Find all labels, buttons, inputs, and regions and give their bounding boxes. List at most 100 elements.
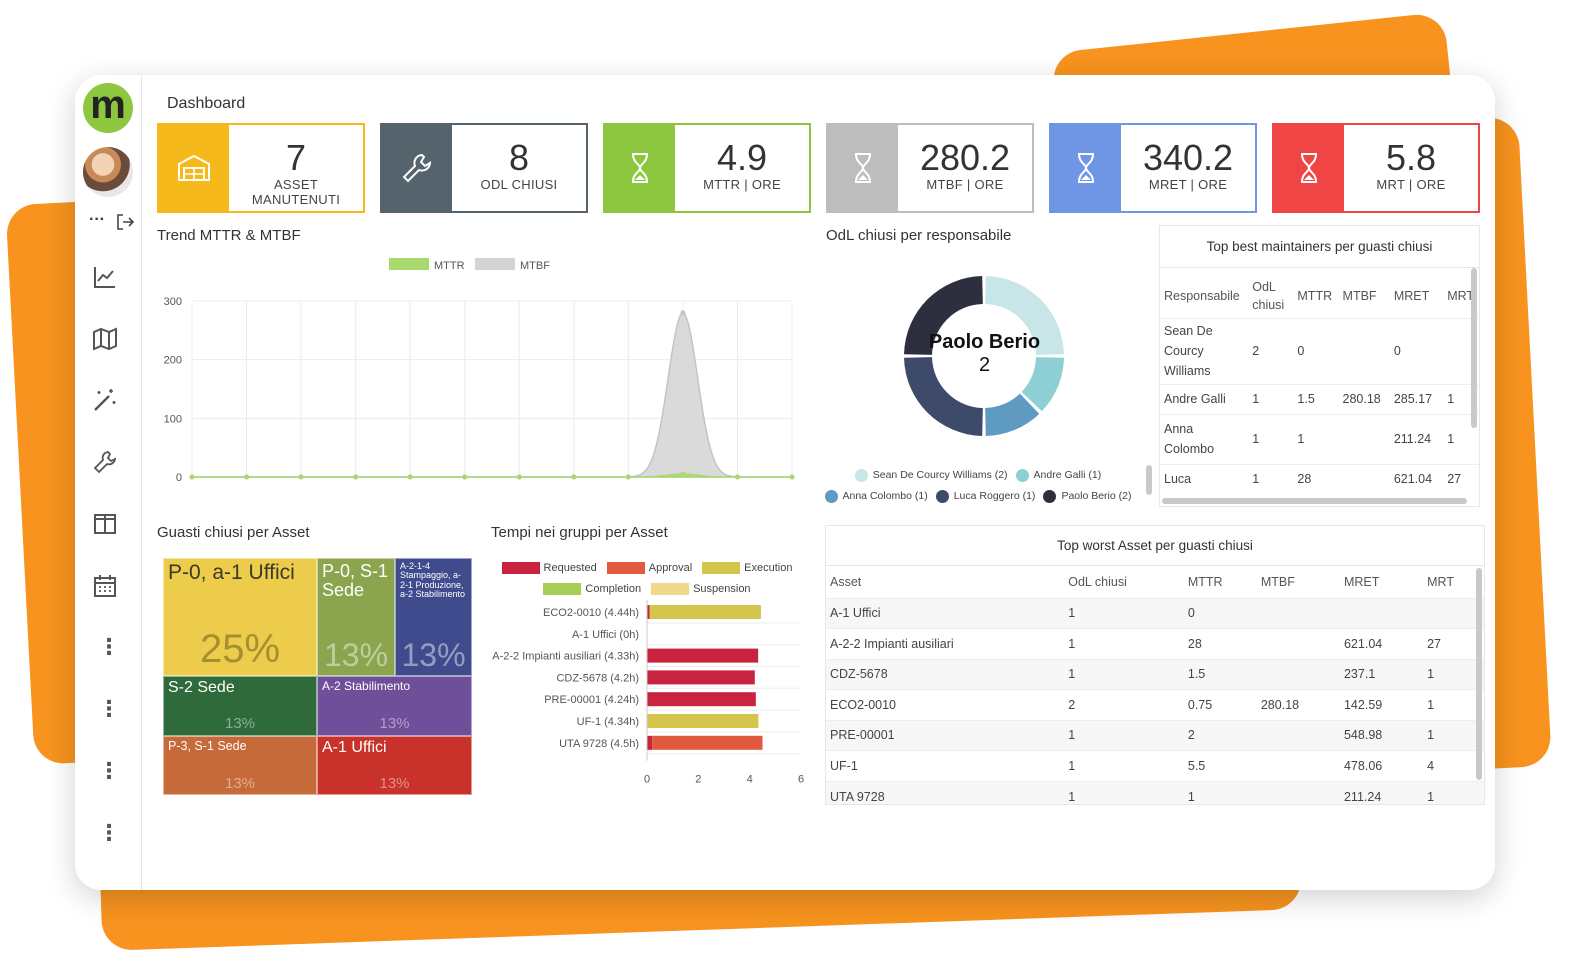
donut-legend-scrollbar[interactable] (1146, 465, 1152, 495)
column-header[interactable]: OdL chiusi (1252, 279, 1285, 312)
treemap-cell[interactable]: A-2 Stabilimento 13% (317, 676, 472, 736)
table-cell: Andre Galli (1164, 392, 1226, 406)
donut-center: Paolo Berio 2 (902, 331, 1067, 377)
wrench-icon[interactable] (91, 448, 119, 476)
bar-segment[interactable] (647, 735, 653, 750)
treemap-cell[interactable]: A-1 Uffici 13% (317, 736, 472, 795)
tempi-chart: ECO2-0010 (4.44h) A-1 Uffici (0h) A-2-2 Im… (492, 600, 804, 785)
worst-assets-table: Asset OdL chiusi MTTR MTBF MRET MRT A-1 Uffici… (826, 566, 1484, 804)
category-label: PRE-00001 (4.24h) (544, 694, 639, 706)
table-cell: 27 (1427, 636, 1442, 651)
column-header[interactable]: MTTR (1187, 574, 1223, 589)
more-vertical-icon[interactable]: ⋮ (98, 696, 120, 721)
legend-item[interactable]: Completion (543, 583, 641, 596)
legend-swatch (702, 562, 741, 575)
column-header[interactable]: MRET (1343, 574, 1380, 589)
hourglass-icon (828, 125, 898, 211)
treemap-cell[interactable]: P-0, a-1 Uffici 25% (163, 558, 317, 676)
donut-slice[interactable] (985, 393, 1040, 436)
table-row[interactable]: Sean De Courcy Williams 2 0 0 (1160, 318, 1479, 384)
column-header[interactable]: Asset (830, 574, 862, 589)
trend-chart: 3002001000GenFebMarAprMagGiuLugAgoSetOtt… (164, 258, 795, 484)
main-content: Dashboard 7 ASSET MANUTENUTI 8 ODL CHIUSI 4.… (142, 75, 1495, 890)
table-row[interactable]: UTA 9728 1 1 211.24 1 (826, 781, 1484, 804)
more-vertical-icon[interactable]: ⋮ (98, 820, 120, 845)
table-row[interactable]: PRE-00001 1 2 548.98 1 (826, 720, 1484, 751)
treemap-cell[interactable]: A-2-1-4 Stampaggio, a-2-1 Produzione, a-… (395, 558, 472, 676)
donut-slice[interactable] (904, 276, 983, 355)
table-row[interactable]: A-2-2 Impianti ausiliari 1 28 621.04 27 (826, 628, 1484, 660)
bar-segment[interactable] (647, 692, 756, 707)
treemap-cell[interactable]: S-2 Sede 13% (163, 676, 317, 736)
magic-wand-icon[interactable] (91, 386, 119, 414)
legend-dot (935, 489, 949, 503)
more-vertical-icon[interactable]: ⋮ (98, 634, 120, 659)
kpi-card[interactable]: 7 ASSET MANUTENUTI (157, 123, 365, 213)
columns-icon[interactable] (91, 510, 119, 538)
legend-item[interactable]: Paolo Berio (2) (1043, 489, 1131, 503)
bar-segment[interactable] (647, 648, 759, 663)
treemap-cell[interactable]: P-0, S-1 Sede 13% (317, 558, 395, 676)
table-row[interactable]: Anna Colombo 1 1 211.24 1 (1160, 414, 1479, 464)
table-row[interactable]: ECO2-0010 2 0.75 280.18 142.59 1 (826, 689, 1484, 721)
column-header[interactable]: MRT (1447, 288, 1475, 303)
donut-slice[interactable] (904, 357, 983, 436)
legend-label: Suspension (693, 583, 751, 595)
legend-label[interactable]: MTTR (434, 260, 465, 272)
chart-line-icon[interactable] (91, 263, 119, 291)
legend-item[interactable]: Requested (501, 562, 597, 575)
treemap-cell[interactable]: P-3, S-1 Sede 13% (163, 736, 317, 795)
best-table-scrollbar-h[interactable] (1162, 498, 1467, 504)
legend-label[interactable]: MTBF (520, 260, 550, 272)
hourglass-icon (1274, 125, 1344, 211)
table-cell: 1 (1068, 728, 1076, 743)
kpi-card[interactable]: 340.2 MRET | ORE (1049, 123, 1257, 213)
bar-segment[interactable] (652, 735, 763, 750)
legend-item[interactable]: Suspension (651, 583, 751, 596)
logout-icon[interactable] (115, 213, 135, 236)
table-row[interactable]: Andre Galli 1 1.5 280.18 285.17 1 (1160, 384, 1479, 414)
donut-slice[interactable] (1021, 357, 1064, 412)
column-header[interactable]: MRT (1427, 574, 1454, 589)
kpi-card[interactable]: 280.2 MTBF | ORE (826, 123, 1034, 213)
app-logo[interactable]: m (83, 83, 133, 133)
table-row[interactable]: UF-1 1 5.5 478.06 4 (826, 750, 1484, 782)
donut-slice[interactable] (985, 276, 1064, 355)
table-cell: 478.06 (1343, 758, 1383, 773)
legend-item[interactable]: Sean De Courcy Williams (2) (854, 468, 1008, 482)
legend-item[interactable]: Execution (702, 562, 792, 575)
bar-segment[interactable] (647, 670, 755, 685)
kpi-label: MTBF | ORE (926, 177, 1004, 192)
column-header[interactable]: MRET (1393, 288, 1430, 303)
table-row[interactable]: Luca 1 28 621.04 27 (1160, 464, 1479, 494)
kpi-card[interactable]: 8 ODL CHIUSI (380, 123, 588, 213)
bar-segment[interactable] (649, 605, 761, 619)
column-header[interactable]: MTBF (1260, 574, 1295, 589)
best-table-scrollbar-v[interactable] (1471, 268, 1477, 428)
legend-item[interactable]: Anna Colombo (1) (824, 489, 928, 503)
avatar[interactable] (83, 147, 133, 197)
kpi-card[interactable]: 5.8 MRT | ORE (1272, 123, 1480, 213)
calendar-icon[interactable] (91, 572, 119, 600)
map-icon[interactable] (91, 325, 119, 353)
legend-item[interactable]: Andre Galli (1) (1015, 468, 1102, 482)
hourglass-icon (1051, 125, 1121, 211)
legend-swatch (543, 583, 582, 596)
bar-segment[interactable] (647, 605, 650, 619)
legend-item[interactable]: Luca Roggero (1) (935, 489, 1035, 503)
column-header[interactable]: Responsabile (1164, 288, 1240, 303)
bar-segment[interactable] (647, 714, 759, 728)
more-vertical-icon[interactable]: ⋮ (98, 758, 120, 783)
table-row[interactable]: A-1 Uffici 1 0 (826, 598, 1484, 629)
more-icon[interactable]: ··· (89, 211, 105, 228)
series-area-mttr (192, 473, 792, 478)
legend-label: Andre Galli (1) (1033, 469, 1102, 481)
table-row[interactable]: CDZ-5678 1 1.5 237.1 1 (826, 659, 1484, 690)
worst-table-scrollbar[interactable] (1476, 568, 1482, 780)
kpi-card[interactable]: 4.9 MTTR | ORE (603, 123, 811, 213)
legend-item[interactable]: Approval (606, 562, 692, 575)
column-header[interactable]: MTBF (1342, 288, 1377, 303)
column-header[interactable]: MTTR (1297, 288, 1333, 303)
table-cell: 1 (1068, 758, 1076, 773)
column-header[interactable]: OdL chiusi (1068, 574, 1127, 589)
